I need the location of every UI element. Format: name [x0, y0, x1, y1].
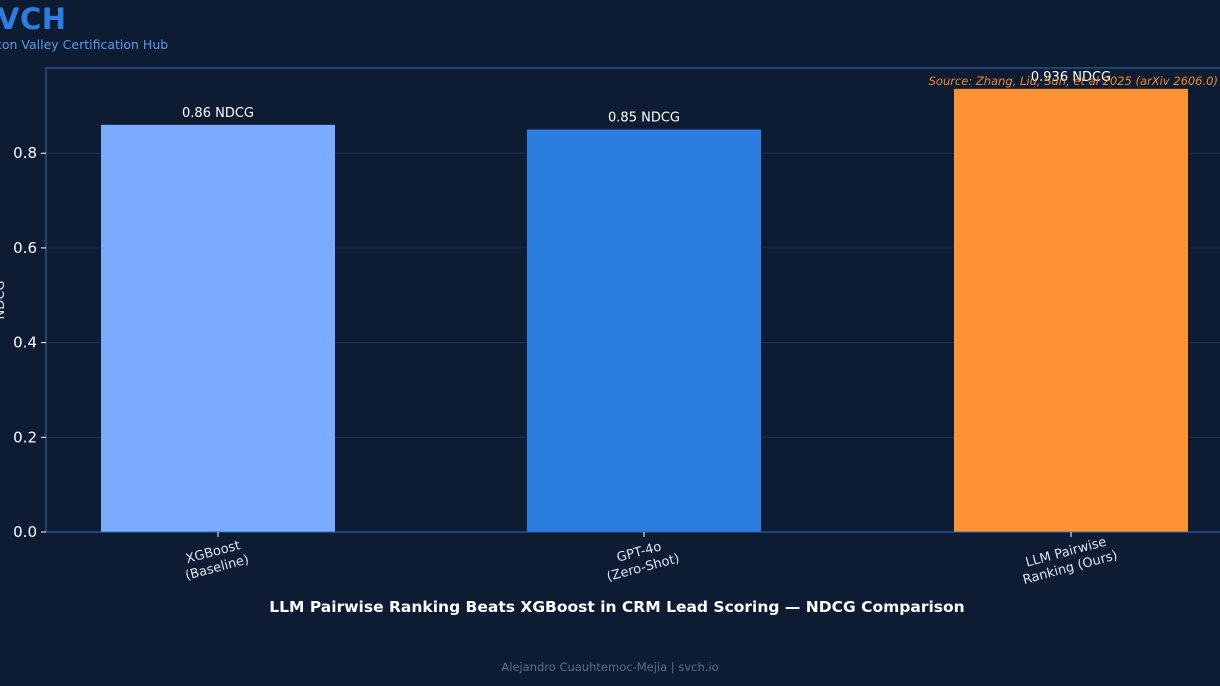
y-tick-label: 0.8 — [13, 144, 37, 162]
y-tick-label: 0.2 — [13, 428, 37, 446]
chart-title: LLM Pairwise Ranking Beats XGBoost in CR… — [269, 598, 964, 616]
bar-2 — [527, 129, 761, 532]
footer-credit: Alejandro Cuauhtemoc-Mejia | svch.io — [501, 660, 719, 674]
y-tick-label: 0.6 — [13, 239, 37, 257]
source-note: Source: Zhang, Liu, Sun, et al 2025 (arX… — [929, 74, 1218, 88]
bar-value-label: 0.936 NDCG — [1031, 70, 1111, 85]
y-tick-label: 0.4 — [13, 334, 37, 352]
bar-3 — [954, 88, 1188, 533]
y-axis-label: NDCG — [0, 281, 8, 320]
plot-frame — [45, 67, 1220, 533]
x-axis-ticks: XGBoost(Baseline) GPT-4o(Zero-Shot) LLM Pa… — [184, 532, 1119, 588]
bar-1 — [101, 124, 335, 532]
brand-subtitle: con Valley Certification Hub — [0, 37, 169, 52]
brand-logo: VCH — [0, 2, 67, 36]
y-axis-ticks: 0.0 0.2 0.4 0.6 0.8 — [13, 144, 46, 541]
bar-value-label: 0.86 NDCG — [182, 106, 254, 121]
bar-value-label: 0.85 NDCG — [608, 111, 680, 126]
x-tick-label: GPT-4o(Zero-Shot) — [605, 539, 681, 585]
x-tick-label: XGBoost(Baseline) — [184, 538, 251, 584]
y-tick-label: 0.0 — [13, 523, 37, 541]
data-label-layer: 0.86 NDCG 0.85 NDCG 0.936 NDCG — [182, 70, 1111, 126]
bar-layer — [101, 88, 1188, 533]
